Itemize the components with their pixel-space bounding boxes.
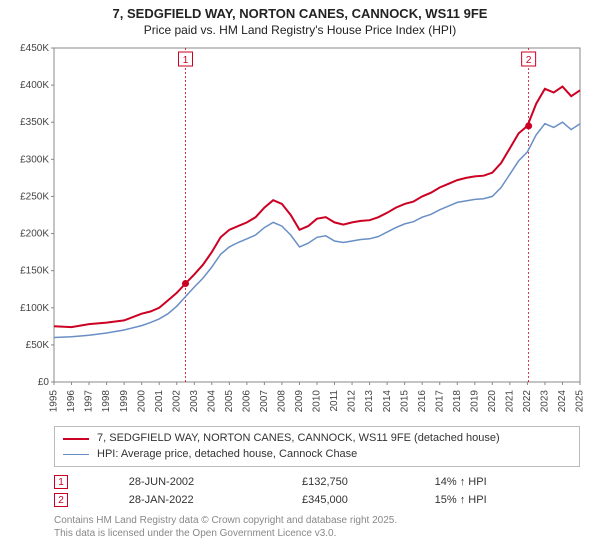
svg-text:£100K: £100K bbox=[20, 303, 49, 314]
svg-text:2011: 2011 bbox=[329, 390, 340, 412]
sale-delta: 14% ↑ HPI bbox=[435, 473, 580, 491]
svg-text:2004: 2004 bbox=[206, 390, 217, 413]
svg-text:2021: 2021 bbox=[505, 390, 516, 413]
svg-text:1997: 1997 bbox=[84, 390, 95, 413]
svg-text:£350K: £350K bbox=[20, 118, 49, 129]
legend-swatch-blue bbox=[63, 454, 89, 455]
svg-text:2006: 2006 bbox=[242, 390, 253, 413]
marker-box-icon: 1 bbox=[54, 475, 68, 489]
chart-container: 7, SEDGFIELD WAY, NORTON CANES, CANNOCK,… bbox=[0, 0, 600, 560]
marker-number: 2 bbox=[58, 495, 64, 506]
svg-text:2010: 2010 bbox=[312, 390, 323, 413]
svg-text:2024: 2024 bbox=[557, 390, 568, 413]
svg-text:2014: 2014 bbox=[382, 390, 393, 413]
svg-text:2017: 2017 bbox=[434, 390, 445, 413]
svg-text:2: 2 bbox=[526, 55, 532, 66]
table-row: 2 28-JAN-2022 £345,000 15% ↑ HPI bbox=[54, 491, 580, 509]
svg-text:£200K: £200K bbox=[20, 229, 49, 240]
svg-text:2015: 2015 bbox=[399, 390, 410, 413]
svg-text:2000: 2000 bbox=[136, 390, 147, 413]
svg-text:1998: 1998 bbox=[101, 390, 112, 413]
svg-text:£50K: £50K bbox=[26, 340, 50, 351]
sale-delta: 15% ↑ HPI bbox=[435, 491, 580, 509]
svg-text:2020: 2020 bbox=[487, 390, 498, 413]
table-row: 1 28-JUN-2002 £132,750 14% ↑ HPI bbox=[54, 473, 580, 491]
legend-row: 7, SEDGFIELD WAY, NORTON CANES, CANNOCK,… bbox=[63, 431, 571, 446]
svg-text:2018: 2018 bbox=[452, 390, 463, 413]
svg-text:2023: 2023 bbox=[540, 390, 551, 413]
svg-text:2009: 2009 bbox=[294, 390, 305, 413]
marker-box-icon: 2 bbox=[54, 493, 68, 507]
svg-text:£300K: £300K bbox=[20, 155, 49, 166]
chart-legend: 7, SEDGFIELD WAY, NORTON CANES, CANNOCK,… bbox=[54, 426, 580, 467]
title-line-2: Price paid vs. HM Land Registry's House … bbox=[10, 23, 590, 39]
footer-line: This data is licensed under the Open Gov… bbox=[54, 528, 580, 541]
svg-text:2022: 2022 bbox=[522, 390, 533, 413]
legend-label: 7, SEDGFIELD WAY, NORTON CANES, CANNOCK,… bbox=[97, 431, 500, 446]
svg-text:£250K: £250K bbox=[20, 192, 49, 203]
svg-text:£0: £0 bbox=[38, 377, 50, 388]
svg-text:2013: 2013 bbox=[364, 390, 375, 413]
sale-price: £132,750 bbox=[302, 473, 435, 491]
svg-text:2008: 2008 bbox=[277, 390, 288, 413]
attribution-footer: Contains HM Land Registry data © Crown c… bbox=[54, 515, 580, 540]
sale-date: 28-JAN-2022 bbox=[129, 491, 302, 509]
svg-text:1: 1 bbox=[183, 55, 189, 66]
svg-text:2005: 2005 bbox=[224, 390, 235, 413]
legend-label: HPI: Average price, detached house, Cann… bbox=[97, 447, 357, 462]
sales-table: 1 28-JUN-2002 £132,750 14% ↑ HPI 2 28-JA… bbox=[54, 473, 580, 509]
legend-row: HPI: Average price, detached house, Cann… bbox=[63, 447, 571, 462]
sale-date: 28-JUN-2002 bbox=[129, 473, 302, 491]
svg-text:2019: 2019 bbox=[469, 390, 480, 413]
svg-text:1996: 1996 bbox=[66, 390, 77, 413]
svg-text:2001: 2001 bbox=[154, 390, 165, 413]
svg-text:1995: 1995 bbox=[49, 390, 60, 413]
legend-swatch-red bbox=[63, 438, 89, 440]
svg-text:£400K: £400K bbox=[20, 81, 49, 92]
marker-number: 1 bbox=[58, 477, 64, 488]
svg-text:£150K: £150K bbox=[20, 266, 49, 277]
footer-line: Contains HM Land Registry data © Crown c… bbox=[54, 515, 580, 528]
chart-svg: £0 £50K £100K £150K £200K £250K £300K £350K £400… bbox=[10, 42, 590, 422]
svg-text:2012: 2012 bbox=[347, 390, 358, 413]
sale-price: £345,000 bbox=[302, 491, 435, 509]
chart-plot-area: £0 £50K £100K £150K £200K £250K £300K £350K £400… bbox=[10, 42, 590, 422]
svg-text:2016: 2016 bbox=[417, 390, 428, 413]
svg-text:£450K: £450K bbox=[20, 43, 49, 54]
svg-text:1999: 1999 bbox=[119, 390, 130, 413]
svg-text:2007: 2007 bbox=[259, 390, 270, 413]
chart-title-block: 7, SEDGFIELD WAY, NORTON CANES, CANNOCK,… bbox=[10, 6, 590, 38]
title-line-1: 7, SEDGFIELD WAY, NORTON CANES, CANNOCK,… bbox=[10, 6, 590, 23]
svg-text:2025: 2025 bbox=[575, 390, 586, 413]
svg-text:2003: 2003 bbox=[189, 390, 200, 413]
svg-text:2002: 2002 bbox=[171, 390, 182, 413]
